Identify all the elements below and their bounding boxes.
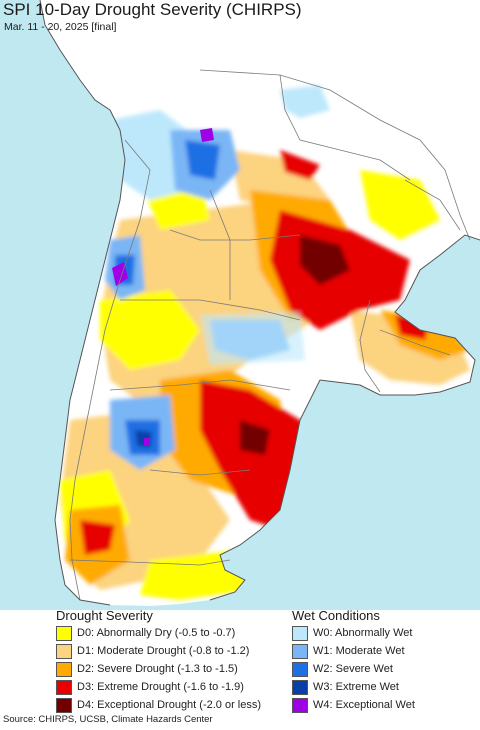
legend-label: W1: Moderate Wet	[313, 645, 405, 657]
legend-item-d1: D1: Moderate Drought (-0.8 to -1.2)	[56, 642, 261, 660]
source-credit: Source: CHIRPS, UCSB, Climate Hazards Ce…	[3, 714, 213, 725]
legend-swatch	[292, 625, 308, 641]
legend-swatch	[292, 679, 308, 695]
w2-region-1	[185, 140, 220, 180]
w0-region-3	[280, 85, 330, 118]
drought-legend-list: D0: Abnormally Dry (-0.5 to -0.7) D1: Mo…	[56, 624, 261, 714]
legend-item-w1: W1: Moderate Wet	[292, 642, 415, 660]
w0-region-2	[200, 312, 305, 365]
w4-region-3	[144, 438, 150, 446]
drought-legend-title: Drought Severity	[56, 608, 153, 623]
d3-region-3	[80, 520, 115, 555]
legend: Drought Severity D0: Abnormally Dry (-0.…	[0, 608, 480, 713]
legend-item-d0: D0: Abnormally Dry (-0.5 to -0.7)	[56, 624, 261, 642]
legend-label: D0: Abnormally Dry (-0.5 to -0.7)	[77, 627, 236, 639]
legend-swatch	[56, 679, 72, 695]
w4-region-2	[200, 128, 214, 142]
legend-item-d4: D4: Exceptional Drought (-2.0 or less)	[56, 696, 261, 714]
wet-legend-title: Wet Conditions	[292, 608, 380, 623]
legend-swatch	[56, 697, 72, 713]
legend-label: W2: Severe Wet	[313, 663, 393, 675]
legend-item-w0: W0: Abnormally Wet	[292, 624, 415, 642]
legend-item-w4: W4: Exceptional Wet	[292, 696, 415, 714]
legend-label: D2: Severe Drought (-1.3 to -1.5)	[77, 663, 238, 675]
legend-swatch	[56, 661, 72, 677]
d4-region-2	[240, 420, 270, 455]
d3-region-4	[280, 150, 320, 180]
d0-region-1	[100, 290, 200, 370]
legend-item-d2: D2: Severe Drought (-1.3 to -1.5)	[56, 660, 261, 678]
map-title: SPI 10-Day Drought Severity (CHIRPS)	[3, 0, 302, 19]
legend-swatch	[292, 643, 308, 659]
wet-legend-list: W0: Abnormally Wet W1: Moderate Wet W2: …	[292, 624, 415, 714]
coastline	[39, 0, 126, 606]
legend-swatch	[56, 625, 72, 641]
legend-label: D1: Moderate Drought (-0.8 to -1.2)	[77, 645, 250, 657]
d0-region-3	[360, 170, 440, 240]
legend-item-w2: W2: Severe Wet	[292, 660, 415, 678]
legend-swatch	[292, 697, 308, 713]
map-graphic	[39, 0, 480, 606]
admin-boundaries	[69, 69, 471, 601]
legend-label: W3: Extreme Wet	[313, 681, 399, 693]
legend-swatch	[292, 661, 308, 677]
d4-region-1	[300, 235, 350, 285]
legend-label: W4: Exceptional Wet	[313, 699, 415, 711]
legend-label: D3: Extreme Drought (-1.6 to -1.9)	[77, 681, 244, 693]
drought-map: SPI 10-Day Drought Severity (CHIRPS) Mar…	[0, 0, 480, 610]
legend-item-d3: D3: Extreme Drought (-1.6 to -1.9)	[56, 678, 261, 696]
legend-item-w3: W3: Extreme Wet	[292, 678, 415, 696]
atlantic-coastline	[209, 234, 480, 601]
legend-label: D4: Exceptional Drought (-2.0 or less)	[77, 699, 262, 711]
legend-swatch	[56, 643, 72, 659]
legend-label: W0: Abnormally Wet	[313, 627, 413, 639]
map-subtitle: Mar. 11 - 20, 2025 [final]	[4, 21, 117, 33]
